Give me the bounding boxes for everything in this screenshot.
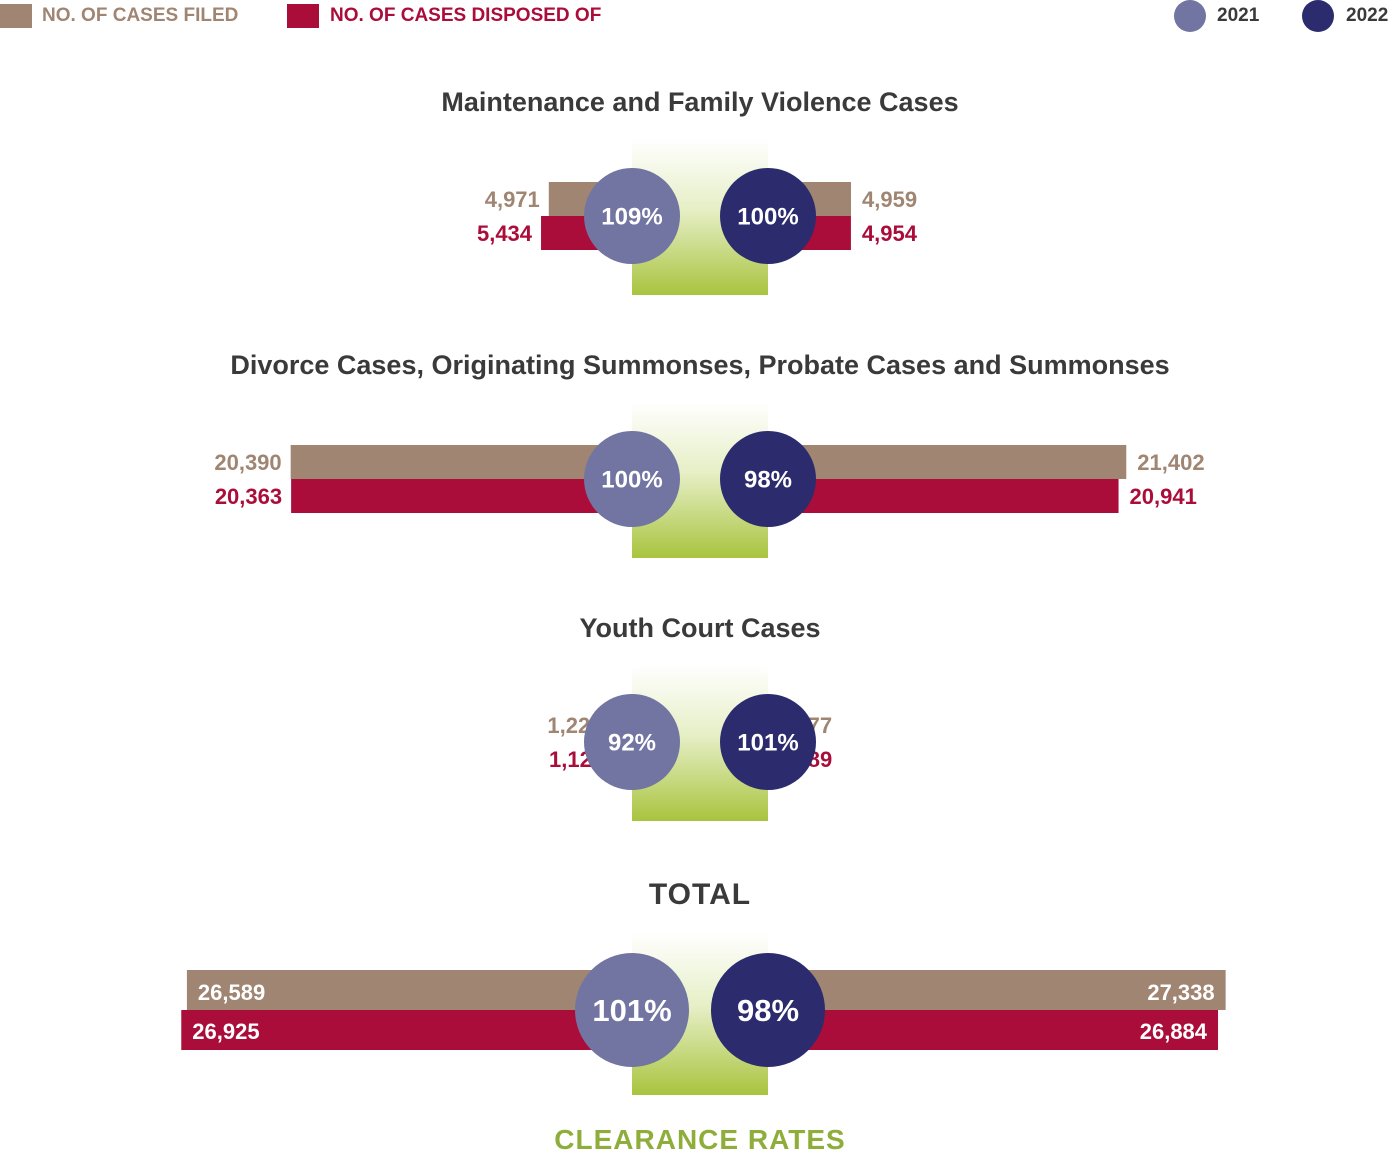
- legend-dot-year-b: [1302, 0, 1334, 32]
- bar-disposed-2022: [768, 479, 1119, 513]
- clearance-circle-2022: [720, 431, 816, 527]
- clearance-circle-2021: [584, 431, 680, 527]
- clearance-circle-2022: [720, 168, 816, 264]
- clearance-circle-2022: [720, 694, 816, 790]
- clearance-circle-2022: [711, 953, 825, 1067]
- clearance-rate-2021: 100%: [601, 467, 662, 494]
- value-label-filed-2021: 26,589: [198, 980, 265, 1005]
- value-label-filed-2022: 27,338: [1147, 980, 1214, 1005]
- clearance-rate-2022: 98%: [744, 467, 792, 494]
- bar-disposed-2021: [181, 1010, 632, 1050]
- group-title: Divorce Cases, Originating Summonses, Pr…: [230, 350, 1169, 380]
- bar-disposed-2022: [768, 1010, 1219, 1050]
- legend-label-year-a: 2021: [1217, 5, 1260, 26]
- value-label-disposed-2021: 20,363: [215, 484, 282, 509]
- clearance-circle-2021: [584, 694, 680, 790]
- legend-label-year-b: 2022: [1346, 5, 1389, 26]
- bar-filed-2021: [186, 970, 632, 1010]
- value-label-filed-2021: 20,390: [214, 450, 281, 475]
- clearance-rates-label: CLEARANCE RATES: [554, 1124, 845, 1153]
- value-label-filed-2022: 21,402: [1137, 450, 1204, 475]
- legend-swatch-disposed: [287, 4, 319, 28]
- legend-swatch-filed: [0, 4, 32, 28]
- legend-label-disposed: NO. OF CASES DISPOSED OF: [330, 5, 602, 26]
- group-title: TOTAL: [649, 878, 751, 911]
- clearance-rate-2022: 98%: [737, 993, 799, 1028]
- clearance-rate-2022: 100%: [737, 204, 798, 231]
- clearance-rate-2021: 101%: [592, 993, 671, 1028]
- value-label-disposed-2021: 26,925: [192, 1019, 259, 1044]
- clearance-circle-2021: [584, 168, 680, 264]
- bar-filed-2022: [768, 970, 1226, 1010]
- clearance-rate-2021: 109%: [601, 204, 662, 231]
- clearance-rate-2022: 101%: [737, 730, 798, 757]
- value-label-disposed-2021: 5,434: [477, 221, 533, 246]
- group-title: Youth Court Cases: [579, 613, 820, 643]
- bar-filed-2021: [290, 445, 632, 479]
- legend-label-filed: NO. OF CASES FILED: [42, 5, 239, 26]
- bar-filed-2022: [768, 445, 1127, 479]
- value-label-filed-2021: 4,971: [485, 187, 540, 212]
- value-label-disposed-2022: 20,941: [1130, 484, 1197, 509]
- clearance-circle-2021: [575, 953, 689, 1067]
- value-label-disposed-2022: 4,954: [862, 221, 918, 246]
- value-label-filed-2022: 4,959: [862, 187, 917, 212]
- clearance-rate-2021: 92%: [608, 730, 656, 757]
- bar-disposed-2021: [291, 479, 632, 513]
- legend-dot-year-a: [1174, 0, 1206, 32]
- value-label-disposed-2022: 26,884: [1140, 1019, 1208, 1044]
- group-title: Maintenance and Family Violence Cases: [441, 87, 958, 117]
